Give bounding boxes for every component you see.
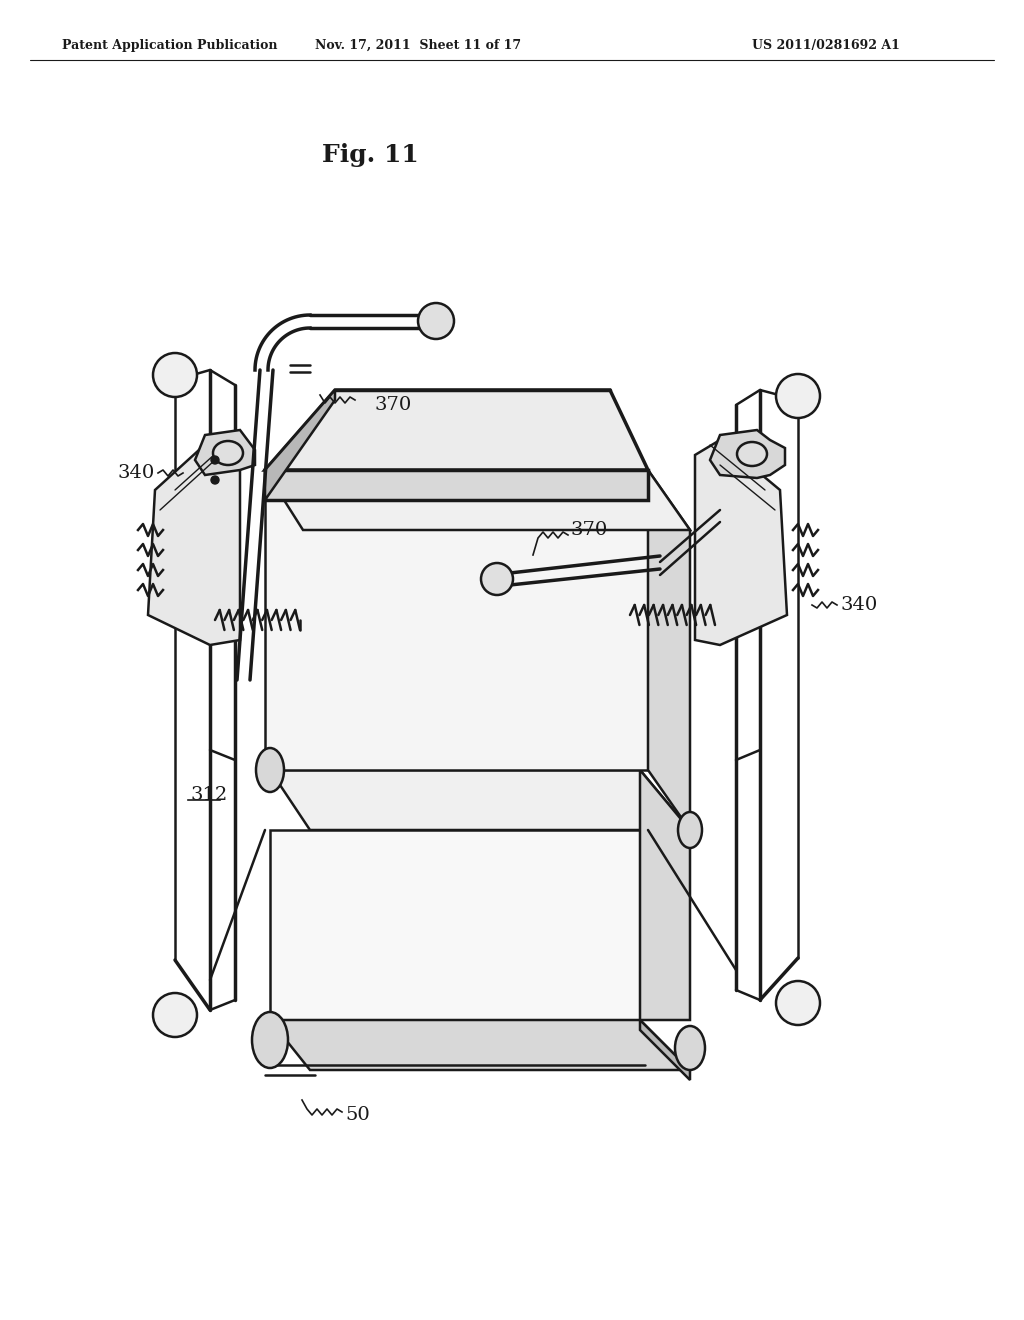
Circle shape	[776, 374, 820, 418]
Polygon shape	[265, 389, 648, 470]
Ellipse shape	[213, 441, 243, 465]
Circle shape	[776, 981, 820, 1026]
Circle shape	[153, 993, 197, 1038]
Circle shape	[211, 455, 219, 465]
Ellipse shape	[252, 1012, 288, 1068]
Text: 340: 340	[840, 597, 878, 614]
Polygon shape	[640, 770, 690, 1020]
Ellipse shape	[675, 1026, 705, 1071]
Polygon shape	[270, 830, 640, 1020]
Polygon shape	[265, 470, 648, 770]
Text: 370: 370	[375, 396, 413, 414]
Text: US 2011/0281692 A1: US 2011/0281692 A1	[752, 38, 900, 51]
Text: 340: 340	[118, 465, 155, 482]
Text: 50: 50	[345, 1106, 370, 1125]
Text: Fig. 11: Fig. 11	[322, 143, 419, 168]
Text: Nov. 17, 2011  Sheet 11 of 17: Nov. 17, 2011 Sheet 11 of 17	[315, 38, 521, 51]
Circle shape	[153, 352, 197, 397]
Polygon shape	[265, 470, 648, 500]
Polygon shape	[695, 440, 787, 645]
Polygon shape	[265, 470, 690, 531]
Ellipse shape	[678, 812, 702, 847]
Ellipse shape	[256, 748, 284, 792]
Circle shape	[211, 477, 219, 484]
Polygon shape	[195, 430, 255, 475]
Text: 312: 312	[190, 785, 227, 804]
Circle shape	[418, 304, 454, 339]
Polygon shape	[270, 1020, 690, 1071]
Ellipse shape	[737, 442, 767, 466]
Polygon shape	[265, 389, 335, 500]
Polygon shape	[710, 430, 785, 478]
Polygon shape	[270, 770, 690, 830]
Text: 370: 370	[570, 521, 607, 539]
Polygon shape	[640, 1020, 690, 1080]
Polygon shape	[648, 470, 690, 830]
Text: Patent Application Publication: Patent Application Publication	[62, 38, 278, 51]
Polygon shape	[148, 440, 240, 645]
Circle shape	[481, 564, 513, 595]
